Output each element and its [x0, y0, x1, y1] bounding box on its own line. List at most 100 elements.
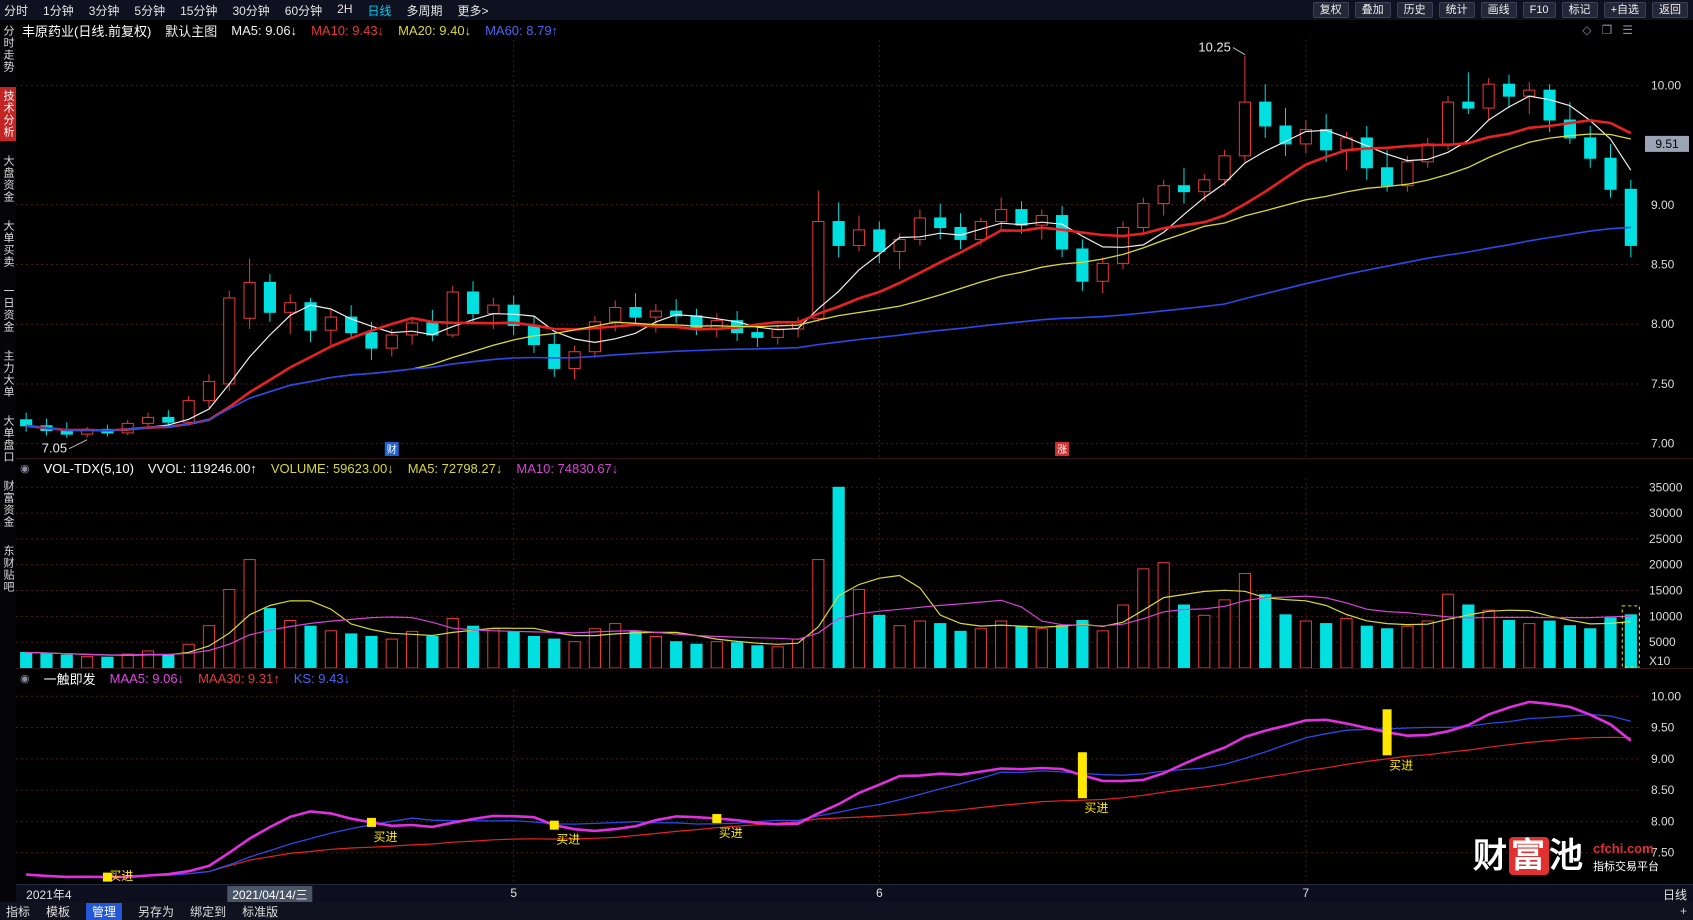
candlesticks [20, 55, 1637, 438]
price-axis-label: 9.00 [1651, 198, 1675, 212]
collapse-toggle-icon[interactable]: ◉ [20, 673, 30, 685]
bind-to-button[interactable]: 绑定到 [190, 904, 227, 919]
volume-unit-label: X10 [1649, 654, 1671, 668]
event-marker-text: 涨 [1057, 444, 1067, 456]
price-axis-label: 10.00 [1651, 78, 1681, 92]
vol-ma10-value: MA10: 74830.67↓ [516, 461, 619, 476]
sidebar-item-dongcai-tieba[interactable]: 东财贴吧 [2, 545, 14, 593]
plus-button[interactable]: + [1679, 904, 1687, 918]
period-tab-more[interactable]: 更多> [457, 3, 489, 18]
price-axis-label: 7.50 [1651, 377, 1675, 391]
period-tab-1min[interactable]: 1分钟 [43, 3, 74, 18]
volume-bars [20, 486, 1637, 668]
sidebar-item-zhuli-dadan[interactable]: 主力大单 [2, 350, 14, 398]
kline-chart[interactable]: 10.00 9.00 8.50 8.00 7.50 7.00 10.25 7.05 财 涨 9.51 [16, 40, 1693, 458]
template-button[interactable]: 模板 [46, 904, 71, 919]
volume-axis-label: 20000 [1649, 558, 1683, 572]
sidebar-item-yiri-zijin[interactable]: 一日资金 [2, 285, 14, 333]
time-axis[interactable]: 日线 2021年4 2021/04/14/三 5 6 7 [16, 884, 1693, 903]
overlay-button[interactable]: 叠加 [1354, 2, 1391, 18]
buy-signal-marker[interactable] [102, 872, 112, 882]
volume-chart[interactable]: 35000 30000 25000 20000 15000 10000 5000 X10 [16, 478, 1693, 668]
indicator-axis-label: 9.50 [1651, 721, 1675, 735]
save-as-button[interactable]: 另存为 [138, 904, 175, 919]
current-bar-highlight [1621, 605, 1640, 668]
watermark-logo: 财富池 cfchi.com 指标交易平台 [1473, 837, 1659, 875]
vol-ma5-line [26, 574, 1631, 656]
low-price-annotation: 7.05 [42, 441, 67, 456]
sidebar-item-dadan-maimai[interactable]: 大单买卖 [2, 220, 14, 268]
main-layout-selector[interactable]: 默认主图 [165, 23, 218, 39]
volume-indicator-name[interactable]: VOL-TDX(5,10) [43, 461, 134, 476]
f10-button[interactable]: F10 [1522, 2, 1556, 18]
window-icon[interactable]: ❐ [1601, 23, 1613, 37]
maa30-value: MAA30: 9.31↑ [198, 671, 280, 686]
draw-line-button[interactable]: 画线 [1480, 2, 1517, 18]
period-tab-30min[interactable]: 30分钟 [232, 3, 270, 18]
sidebar-item-dadan-pankou[interactable]: 大单盘口 [2, 415, 14, 463]
price-axis-label: 7.00 [1651, 437, 1675, 451]
period-tab-2h[interactable]: 2H [337, 1, 353, 16]
standard-version-button[interactable]: 标准版 [242, 904, 279, 919]
vol-ma10-line [26, 595, 1631, 656]
fuquan-button[interactable]: 复权 [1312, 2, 1349, 18]
time-axis-label: 5 [510, 886, 517, 900]
indicator-axis-label: 8.50 [1651, 783, 1675, 797]
event-marker[interactable] [384, 442, 399, 456]
time-axis-label: 2021年4 [26, 888, 72, 902]
period-tab-60min[interactable]: 60分钟 [284, 3, 323, 18]
peak-annotation-leader [1232, 47, 1246, 55]
buy-signal-marker[interactable] [549, 820, 559, 830]
mark-button[interactable]: 标记 [1561, 2, 1598, 18]
volume-axis-label: 15000 [1649, 584, 1683, 598]
sidebar-item-dapan-zijin[interactable]: 大盘资金 [2, 155, 14, 203]
period-tab-3min[interactable]: 3分钟 [88, 3, 120, 18]
indicator-axis-label: 7.50 [1651, 846, 1675, 860]
period-tab-fenshi[interactable]: 分时 [4, 3, 29, 18]
back-button[interactable]: 返回 [1652, 2, 1688, 18]
sidebar-item-caifu-zijin[interactable]: 财富资金 [2, 480, 14, 528]
indicator-axis-label: 8.00 [1651, 814, 1675, 828]
header-icon-group: ◇ ❐ ☰ [1582, 23, 1693, 37]
ks-value: KS: 9.43↓ [293, 671, 351, 686]
collapse-toggle-icon[interactable]: ◉ [20, 463, 30, 475]
ma60-line [26, 226, 1631, 432]
statistics-button[interactable]: 统计 [1438, 2, 1475, 18]
volume-axis-label: 10000 [1649, 609, 1683, 623]
history-button[interactable]: 历史 [1396, 2, 1433, 18]
volume-axis-label: 25000 [1649, 532, 1683, 546]
buy-signal-label: 买进 [109, 869, 133, 883]
ma5-line [26, 95, 1632, 432]
period-tab-5min[interactable]: 5分钟 [134, 3, 166, 18]
add-watchlist-button[interactable]: +自选 [1603, 2, 1646, 18]
event-marker[interactable] [1055, 442, 1070, 456]
ks-line [26, 713, 1631, 878]
buy-signal-marker[interactable] [366, 817, 376, 827]
buy-signal-marker[interactable] [712, 814, 722, 824]
buy-signal-label: 买进 [1389, 758, 1413, 772]
period-tab-15min[interactable]: 15分钟 [180, 3, 218, 18]
manage-button[interactable]: 管理 [86, 902, 123, 920]
time-axis-label: 2021/04/14/三 [227, 886, 313, 903]
diamond-icon[interactable]: ◇ [1582, 23, 1592, 37]
indicator-button[interactable]: 指标 [6, 904, 31, 919]
latest-price-tag-text: 9.51 [1655, 137, 1679, 151]
menu-icon[interactable]: ☰ [1622, 23, 1633, 37]
low-annotation-leader [68, 439, 88, 450]
sidebar-item-jishu-fenxi[interactable]: 技术分析 [0, 87, 16, 141]
indicator-axis-label: 10.00 [1651, 690, 1681, 703]
maa5-value: MAA5: 9.06↓ [109, 671, 185, 686]
buy-signal-marker[interactable] [1382, 709, 1392, 756]
time-axis-period-label: 日线 [1662, 888, 1687, 902]
volume-axis-label: 30000 [1649, 506, 1683, 520]
volume-axis-label: 35000 [1649, 480, 1683, 494]
buy-signal-marker[interactable] [1077, 752, 1087, 799]
price-axis-label: 8.00 [1651, 317, 1675, 331]
custom-indicator-name[interactable]: 一触即发 [43, 672, 96, 687]
period-tab-multi[interactable]: 多周期 [406, 3, 443, 18]
sidebar-item-fenshi-zoushi[interactable]: 分时走势 [2, 25, 14, 73]
period-tab-daily[interactable]: 日线 [367, 3, 392, 18]
buy-signal-label: 买进 [556, 833, 580, 847]
